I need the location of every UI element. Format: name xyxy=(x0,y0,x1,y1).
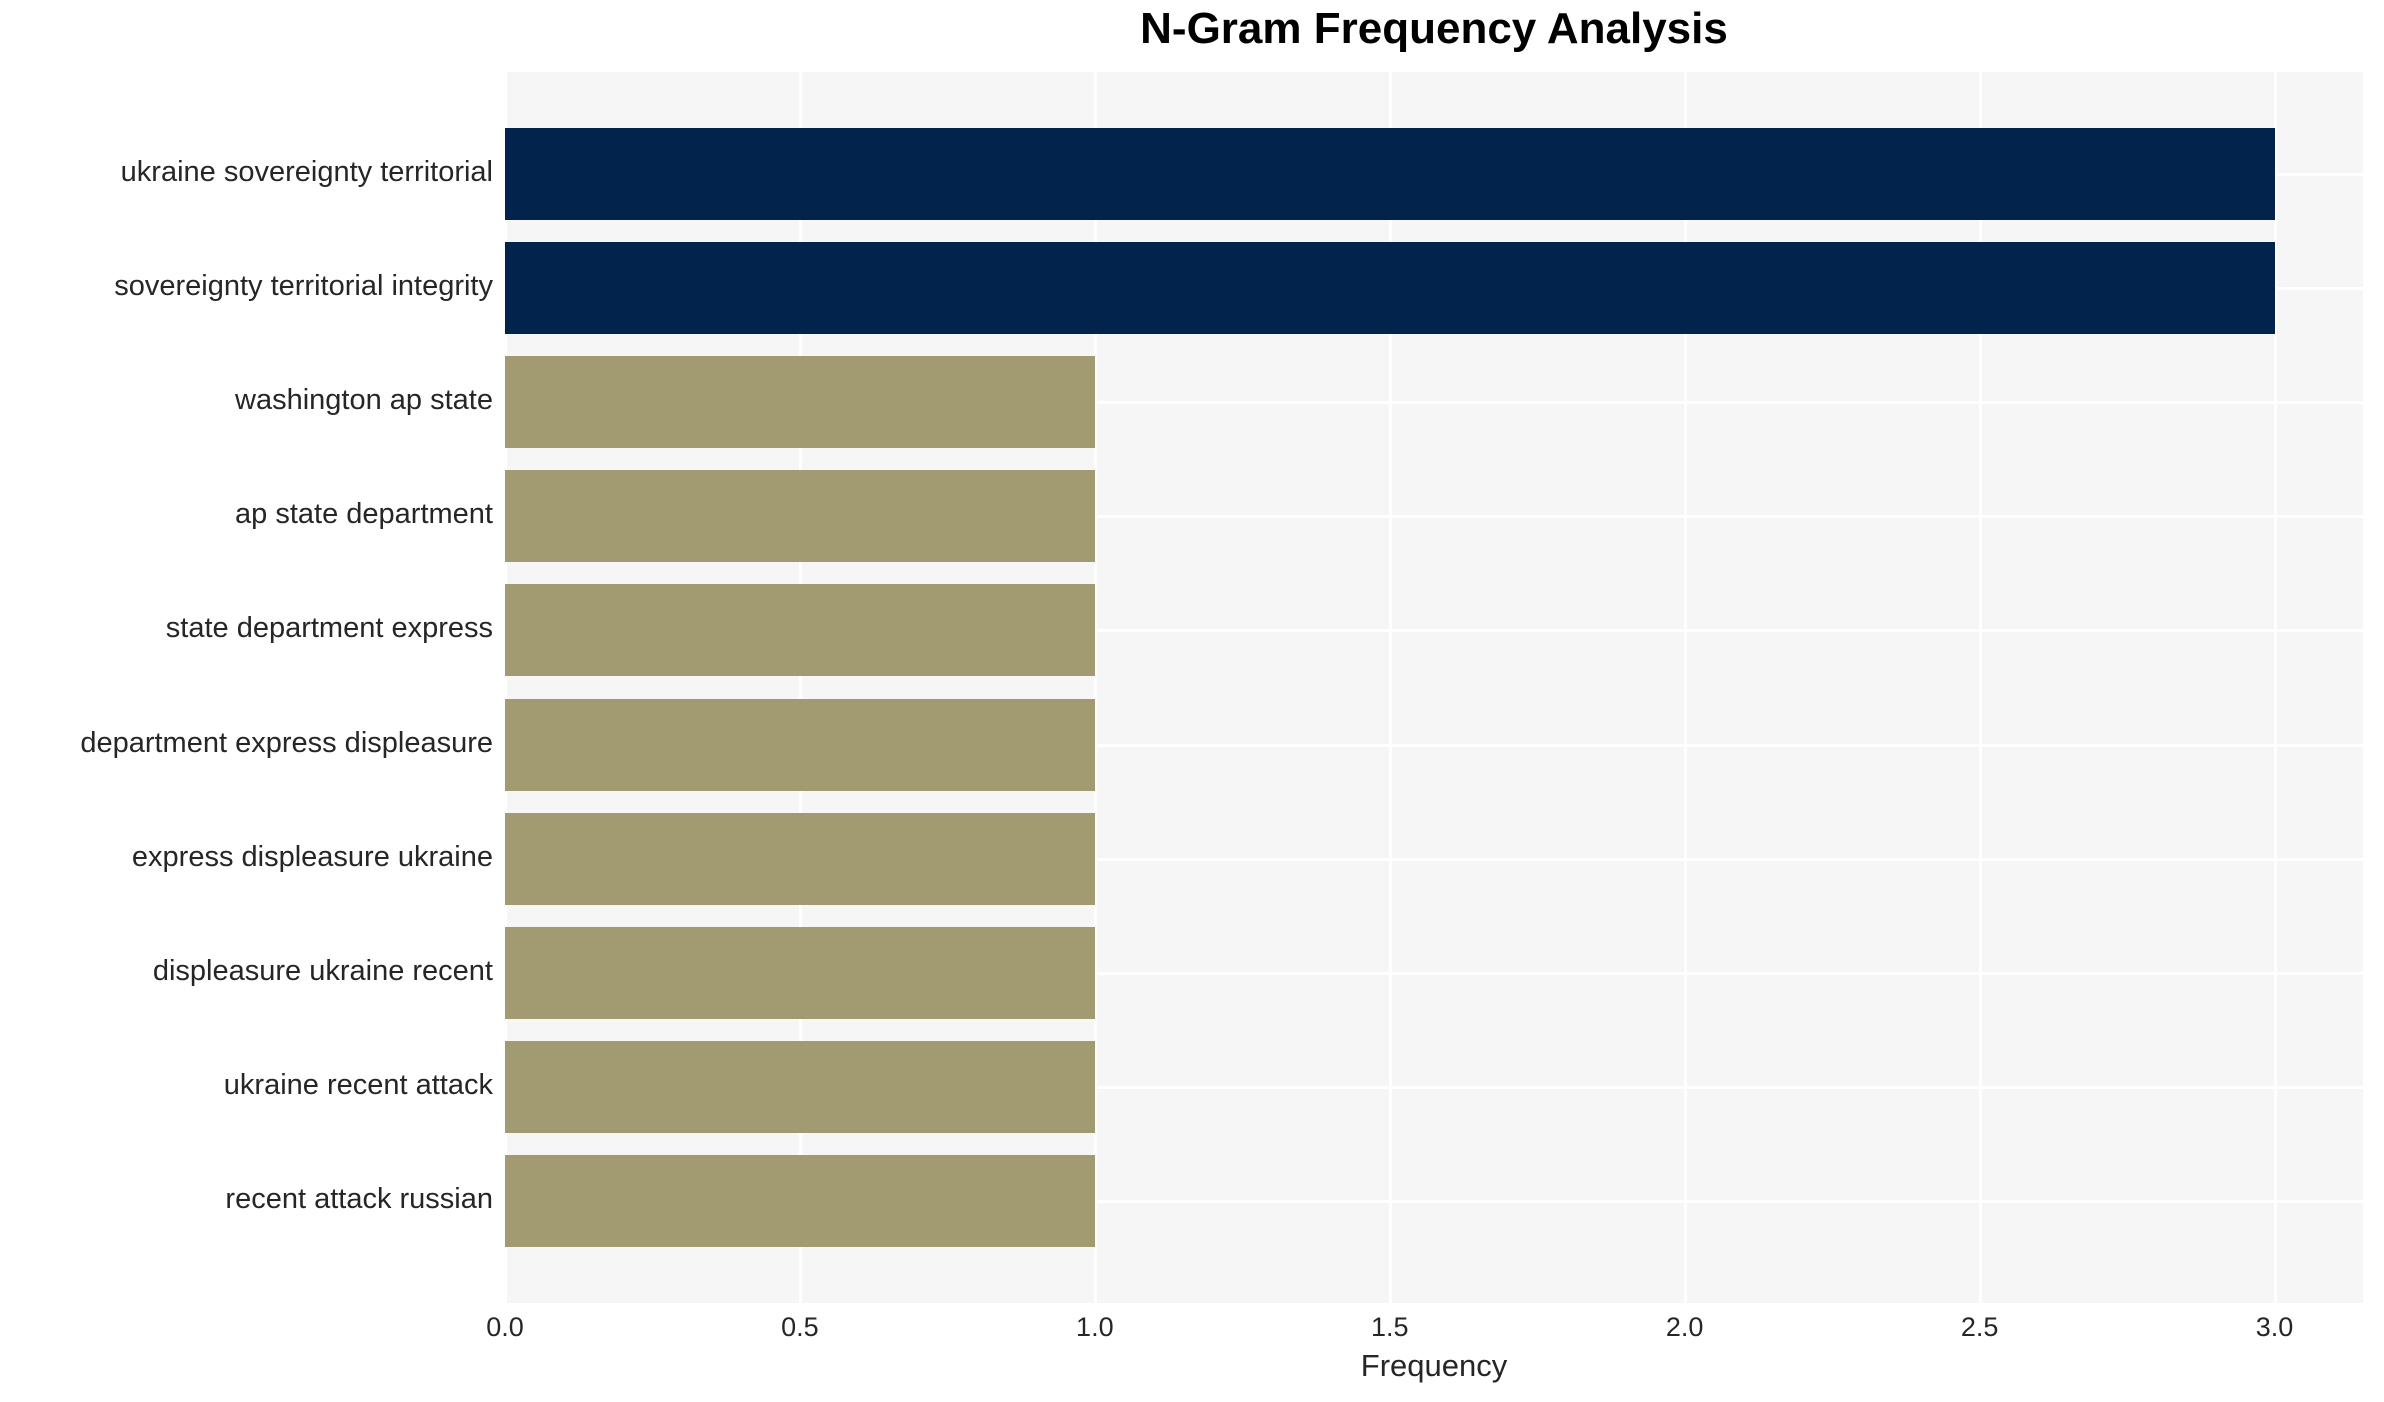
bar-sovereignty-territorial-integrity xyxy=(505,242,2275,335)
y-tick-label: recent attack russian xyxy=(225,1183,493,1215)
y-tick-label: sovereignty territorial integrity xyxy=(114,270,493,303)
x-tick-label: 2.0 xyxy=(1665,1312,1704,1342)
gridline-horizontal xyxy=(505,629,2363,633)
gridline-vertical xyxy=(798,72,802,1303)
gridline-vertical xyxy=(1978,72,1982,1303)
gridline-horizontal xyxy=(505,971,2363,975)
gridline-vertical xyxy=(1093,72,1097,1303)
plot-area xyxy=(504,72,2363,1303)
x-tick-label: 3.0 xyxy=(2255,1312,2294,1342)
x-tick-label: 2.5 xyxy=(1960,1312,1999,1342)
y-tick-label: department express displeasure xyxy=(80,726,493,759)
x-tick-label: 1.5 xyxy=(1370,1312,1409,1342)
gridline-vertical xyxy=(1683,72,1687,1303)
y-tick-label: ap state department xyxy=(235,498,493,531)
bar-express-displeasure-ukraine xyxy=(505,812,1095,905)
x-tick-label: 0.0 xyxy=(486,1312,524,1342)
y-tick-label: ukraine sovereignty territorial xyxy=(120,156,493,188)
gridline-horizontal xyxy=(505,515,2363,519)
gridline-horizontal xyxy=(505,743,2363,747)
gridline-horizontal xyxy=(505,401,2363,405)
gridline-horizontal xyxy=(505,1085,2363,1089)
y-tick-label: express displeasure ukraine xyxy=(131,840,493,873)
y-tick-label: washington ap state xyxy=(235,384,493,417)
y-tick-label: ukraine recent attack xyxy=(223,1068,493,1101)
bar-displeasure-ukraine-recent xyxy=(505,926,1095,1019)
bar-state-department-express xyxy=(505,584,1095,677)
bar-ukraine-recent-attack xyxy=(505,1040,1095,1133)
y-tick-label: state department express xyxy=(165,612,493,645)
chart-title: N-Gram Frequency Analysis xyxy=(1140,4,1728,53)
bar-washington-ap-state xyxy=(505,356,1095,449)
gridline-vertical xyxy=(1388,72,1392,1303)
bar-ukraine-sovereignty-territorial xyxy=(505,128,2275,220)
bar-recent-attack-russian xyxy=(505,1155,1095,1247)
x-tick-label: 0.5 xyxy=(781,1312,819,1342)
x-tick-label: 1.0 xyxy=(1076,1312,1114,1342)
gridline-vertical xyxy=(504,72,507,1303)
gridline-horizontal xyxy=(505,1200,2363,1203)
x-axis-label: Frequency xyxy=(1360,1348,1508,1383)
bar-ap-state-department xyxy=(505,470,1095,563)
y-tick-label: displeasure ukraine recent xyxy=(152,954,493,987)
gridline-horizontal xyxy=(505,857,2363,861)
gridline-vertical xyxy=(2273,72,2277,1303)
bar-department-express-displeasure xyxy=(505,698,1095,791)
